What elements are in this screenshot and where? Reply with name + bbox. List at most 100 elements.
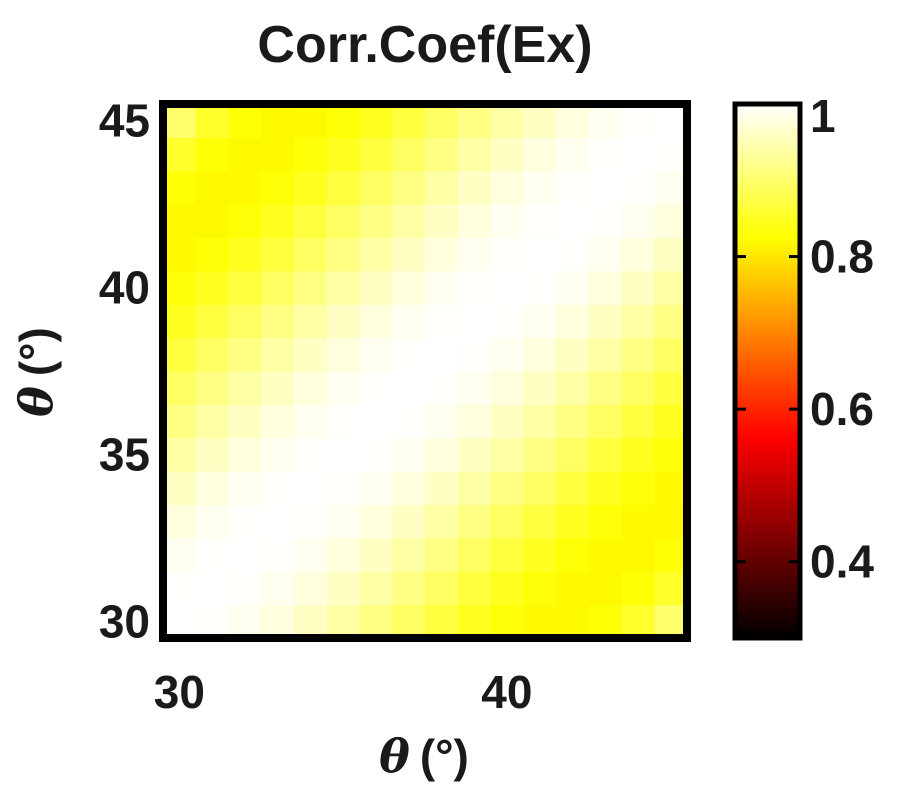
heatmap-cell: [654, 504, 688, 539]
y-tick-label: 35: [99, 428, 150, 480]
heatmap-cell: [654, 204, 688, 239]
heatmap-cell: [621, 137, 655, 172]
heatmap-cell: [261, 604, 295, 639]
x-axis-label: θ (°): [379, 729, 469, 783]
heatmap-cell: [228, 537, 262, 572]
heatmap-cell: [359, 237, 393, 272]
heatmap-cell: [163, 304, 197, 339]
heatmap-cell: [425, 170, 459, 205]
heatmap-cell: [163, 537, 197, 572]
heatmap-cell: [195, 371, 230, 405]
colorbar-tick-label: 0.4: [810, 536, 874, 588]
heatmap-cell: [457, 471, 492, 506]
heatmap-cell: [523, 137, 557, 172]
heatmap-cell: [621, 304, 655, 339]
heatmap-cell: [195, 137, 230, 172]
heatmap-cell: [523, 537, 557, 572]
heatmap-cell: [556, 270, 590, 305]
heatmap-cell: [228, 604, 262, 639]
heatmap-cell: [490, 170, 524, 205]
colorbar-tick-label: 1: [810, 90, 836, 142]
heatmap-cell: [425, 337, 459, 372]
heatmap-cell: [490, 604, 524, 639]
heatmap-cell: [490, 404, 524, 439]
heatmap-cell: [588, 471, 623, 506]
heatmap-cell: [326, 604, 361, 639]
heatmap-cell: [294, 571, 328, 606]
y-axis-label-unit: (°): [10, 327, 62, 376]
heatmap-cell: [392, 137, 426, 172]
y-tick-label: 40: [99, 262, 150, 314]
heatmap-cell: [163, 404, 197, 439]
heatmap-cell: [261, 571, 295, 606]
colorbar-tick-label: 0.8: [810, 231, 874, 283]
heatmap-cell: [195, 237, 230, 272]
colorbar-ticks: 0.4 0.6 0.8 1: [735, 90, 874, 588]
heatmap-cell: [392, 437, 426, 472]
heatmap-cell: [556, 571, 590, 606]
heatmap-cell: [490, 337, 524, 372]
heatmap-cell: [228, 137, 262, 172]
heatmap-cell: [261, 104, 295, 138]
heatmap-cell: [523, 371, 557, 405]
heatmap-cell: [392, 504, 426, 539]
heatmap-cell: [556, 437, 590, 472]
heatmap-cell: [556, 471, 590, 506]
colorbar-tick-label: 0.6: [810, 383, 874, 435]
heatmap-cell: [425, 104, 459, 138]
heatmap-cell: [523, 304, 557, 339]
heatmap-cell: [654, 404, 688, 439]
heatmap-cell: [490, 471, 524, 506]
x-tick-label: 30: [154, 666, 205, 718]
heatmap-cell: [359, 270, 393, 305]
heatmap-cell: [228, 404, 262, 439]
heatmap-cell: [294, 504, 328, 539]
heatmap-cell: [392, 371, 426, 405]
heatmap-cell: [261, 471, 295, 506]
heatmap-cell: [326, 237, 361, 272]
heatmap-cell: [654, 571, 688, 606]
plot-frame: [159, 100, 691, 642]
heatmap-cell: [392, 471, 426, 506]
heatmap-cell: [621, 504, 655, 539]
heatmap-cell: [195, 270, 230, 305]
heatmap-cell: [195, 571, 230, 606]
heatmap-cell: [359, 104, 393, 138]
heatmap-cell: [294, 204, 328, 239]
heatmap-cell: [457, 170, 492, 205]
heatmap-cell: [621, 104, 655, 138]
heatmap-cell: [228, 170, 262, 205]
heatmap-cell: [261, 404, 295, 439]
heatmap-cell: [457, 537, 492, 572]
heatmap-cell: [490, 571, 524, 606]
heatmap-cell: [392, 237, 426, 272]
heatmap-cell: [425, 371, 459, 405]
heatmap-cell: [294, 270, 328, 305]
heatmap-cell: [425, 571, 459, 606]
heatmap-cell: [163, 371, 197, 405]
x-axis-label-symbol: θ: [379, 729, 410, 783]
x-axis-label-unit: (°): [420, 730, 469, 782]
heatmap-cell: [523, 504, 557, 539]
heatmap-cell: [425, 437, 459, 472]
heatmap-cell: [556, 604, 590, 639]
heatmap-cell: [621, 237, 655, 272]
heatmap-cell: [392, 571, 426, 606]
heatmap-cell: [556, 170, 590, 205]
heatmap-cell: [621, 270, 655, 305]
heatmap-cell: [163, 604, 197, 639]
heatmap-cell: [195, 170, 230, 205]
heatmap-cell: [523, 104, 557, 138]
heatmap-cell: [359, 471, 393, 506]
heatmap-cell: [294, 170, 328, 205]
heatmap-cell: [490, 270, 524, 305]
heatmap-cell: [621, 337, 655, 372]
heatmap-cell: [359, 371, 393, 405]
heatmap-cell: [556, 404, 590, 439]
heatmap-cell: [425, 471, 459, 506]
heatmap-cell: [457, 270, 492, 305]
y-axis-label-symbol: θ: [9, 386, 63, 417]
heatmap-cell: [588, 337, 623, 372]
heatmap-cell: [359, 170, 393, 205]
heatmap-cell: [556, 337, 590, 372]
